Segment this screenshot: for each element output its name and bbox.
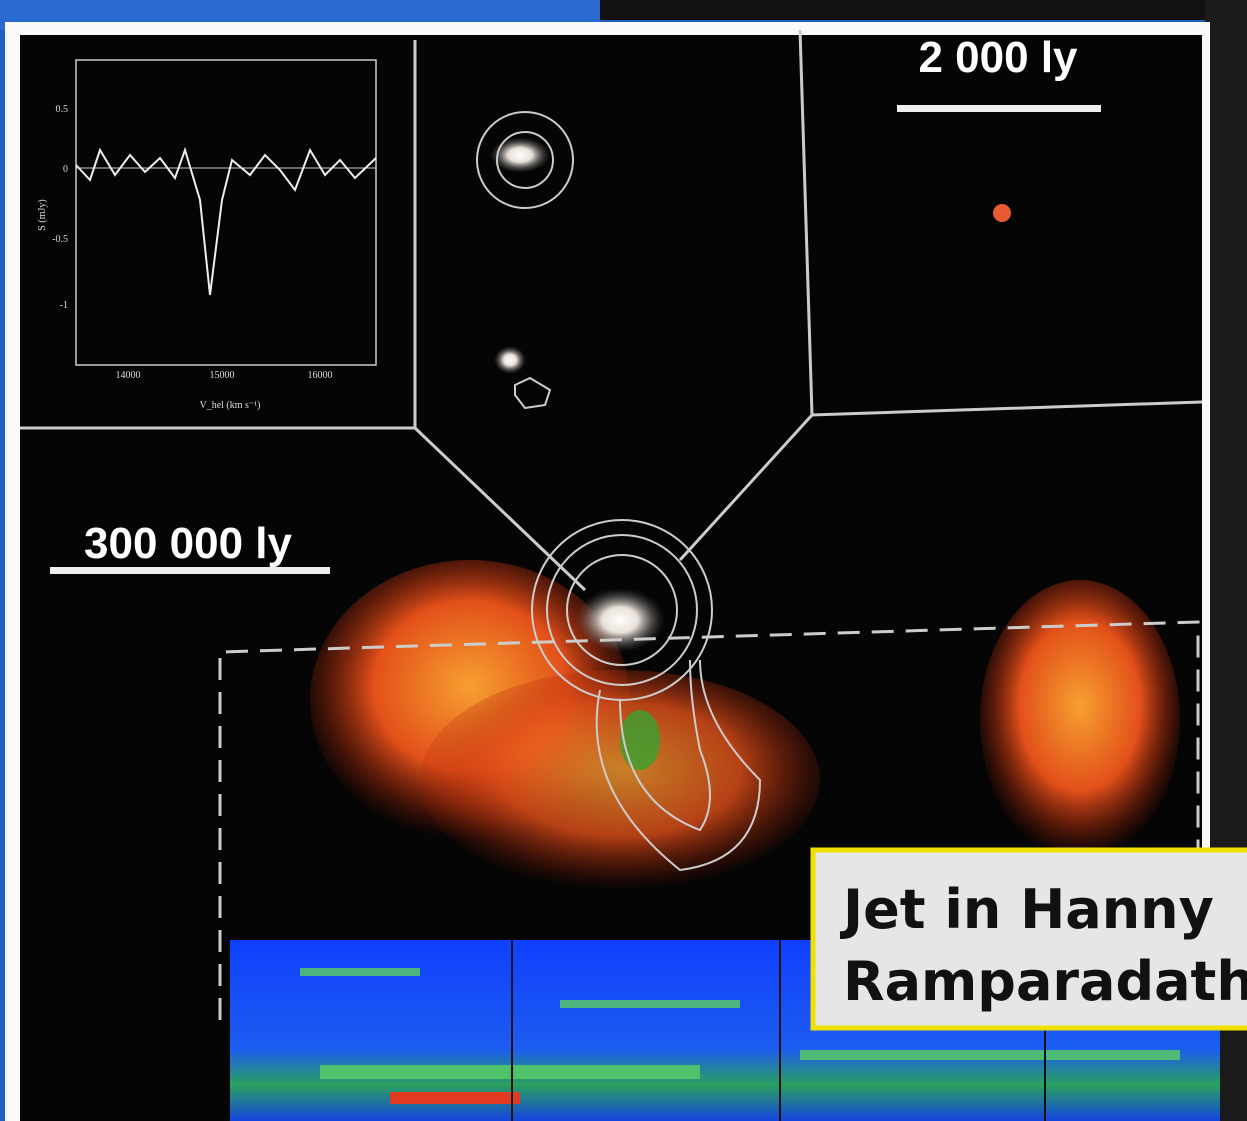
inset-ylabel: S (mJy) xyxy=(37,199,48,230)
inset-ytick: -0.5 xyxy=(52,234,68,245)
scale-bar xyxy=(897,105,1101,112)
caption-line: Ramparadath xyxy=(843,950,1247,1013)
scale-bar xyxy=(50,567,330,574)
scale-label: 2 000 ly xyxy=(918,33,1078,82)
inset-ytick: 0.5 xyxy=(56,104,69,115)
inset-xlabel: V_hel (km s⁻¹) xyxy=(199,400,260,411)
source xyxy=(993,204,1011,222)
inset-xtick: 16000 xyxy=(308,370,333,381)
spectrogram-peak xyxy=(390,1092,520,1104)
caption-box xyxy=(810,847,1247,1031)
scale-label: 300 000 ly xyxy=(84,519,292,568)
spectrum xyxy=(75,146,377,296)
galaxy xyxy=(490,137,550,173)
caption-line: Jet in Hanny xyxy=(839,878,1214,941)
galaxy xyxy=(494,346,526,374)
spectrogram-features xyxy=(300,968,1180,1079)
contours xyxy=(476,111,762,872)
inset-lines xyxy=(20,29,1203,1020)
galaxy-core xyxy=(575,588,665,652)
inset-xtick: 15000 xyxy=(210,370,235,381)
inset-xtick: 14000 xyxy=(116,370,141,381)
inset-ytick: -1 xyxy=(60,300,68,311)
inset-ytick: 0 xyxy=(63,164,68,175)
inset-axes xyxy=(75,59,377,366)
green-region xyxy=(620,710,660,770)
radio-lobe xyxy=(980,580,1180,860)
background xyxy=(600,0,1247,20)
radio-lobe xyxy=(420,670,820,890)
